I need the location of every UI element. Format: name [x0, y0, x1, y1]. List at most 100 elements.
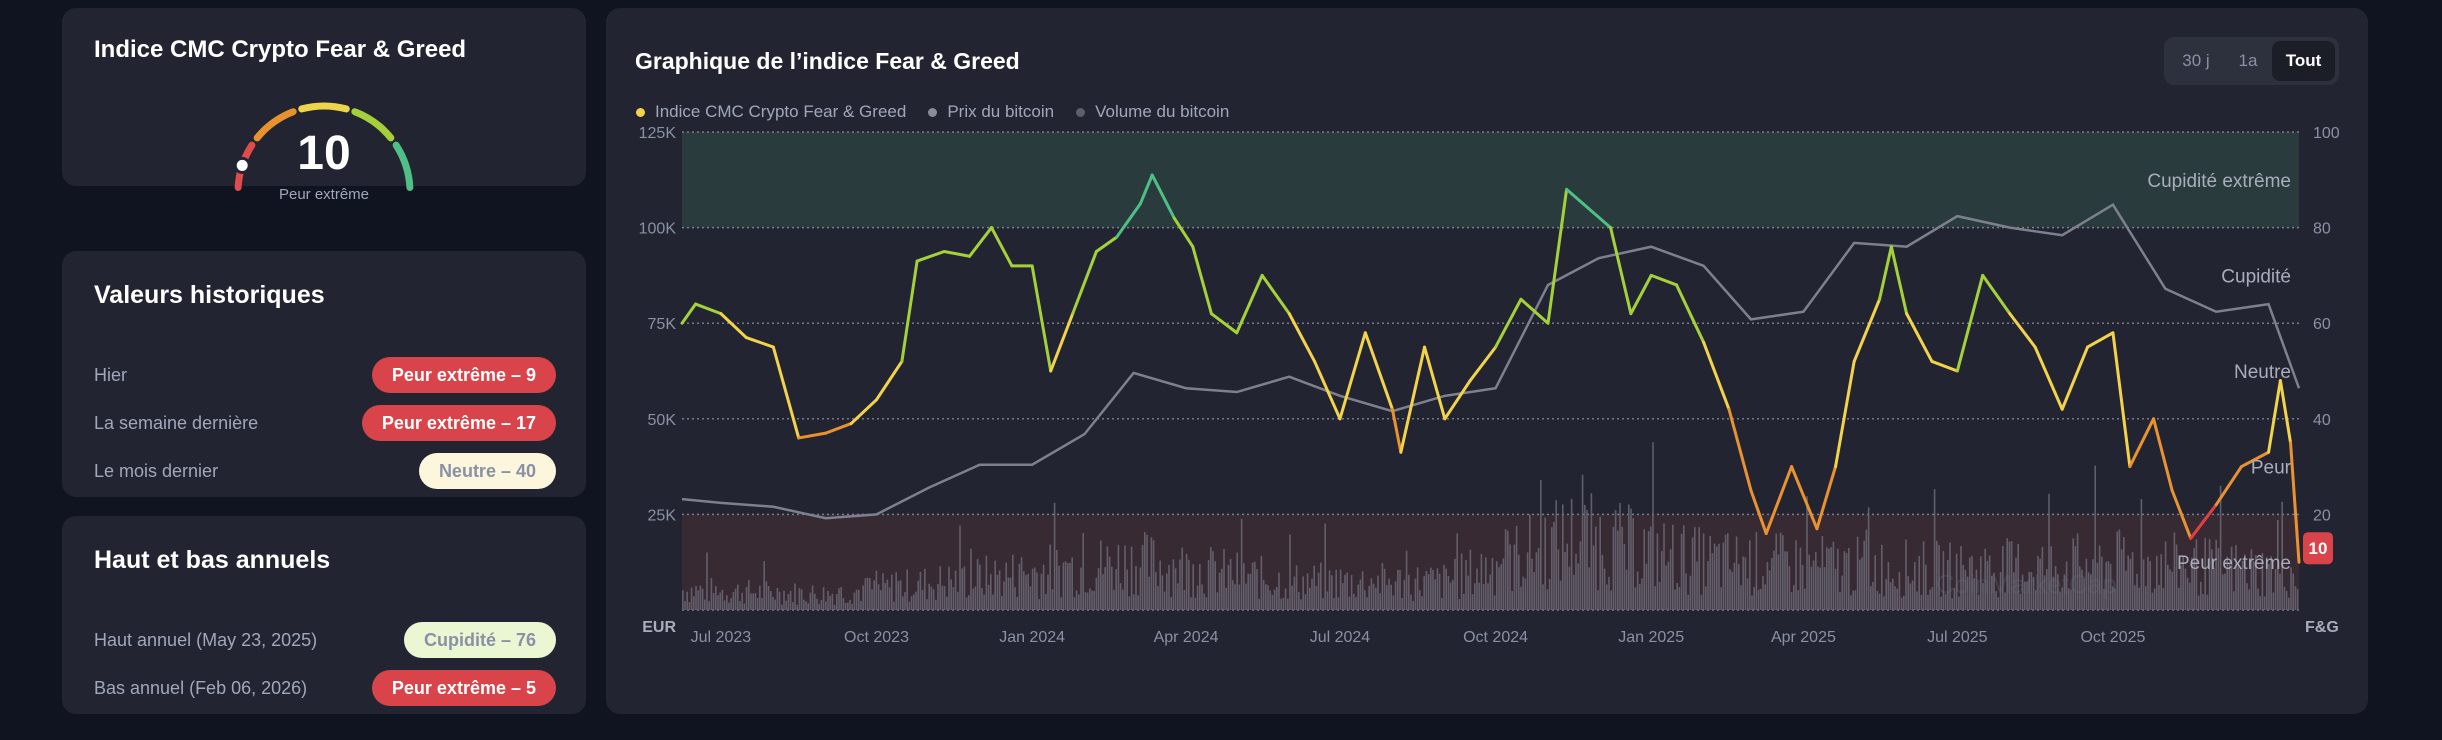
volume-bar [849, 599, 851, 610]
volume-bar [2169, 569, 2171, 610]
volume-bar [2112, 586, 2114, 610]
volume-bar [695, 585, 697, 610]
volume-bar [1361, 571, 1364, 610]
volume-bar [1405, 550, 1408, 610]
volume-bar [829, 595, 831, 610]
volume-bar [1621, 526, 1623, 610]
right-axis-tick: 60 [2313, 316, 2331, 333]
volume-bar [930, 586, 933, 610]
volume-bar [734, 588, 737, 610]
fear-greed-line-segment [2170, 489, 2193, 540]
volume-bar [1606, 584, 1608, 610]
volume-bar [1313, 565, 1315, 610]
volume-bar [1282, 597, 1285, 610]
volume-bar [1889, 582, 1892, 610]
volume-bar [1854, 590, 1857, 610]
volume-bar [974, 586, 977, 610]
volume-bar [2180, 565, 2182, 610]
volume-bar [968, 595, 970, 610]
volume-bar [1051, 589, 1054, 610]
volume-bar [690, 587, 693, 610]
volume-bar [1614, 510, 1617, 610]
volume-bar [921, 589, 924, 610]
legend-item-btc-volume[interactable]: Volume du bitcoin [1076, 102, 1229, 122]
fear-greed-line-segment [2214, 465, 2243, 507]
volume-bar [787, 593, 790, 610]
fear-greed-line-segment [1749, 489, 1768, 536]
volume-bar [1815, 552, 1817, 610]
volume-bar [1049, 544, 1051, 610]
volume-bar [1053, 502, 1056, 610]
volume-bar [1744, 557, 1747, 610]
volume-bar [1828, 548, 1830, 610]
volume-bar [1804, 588, 1806, 610]
volume-bar [1676, 583, 1678, 610]
fear-greed-line-segment [2033, 345, 2064, 411]
volume-bar [2050, 546, 2052, 610]
volume-bar [2197, 595, 2200, 610]
volume-bar [1834, 568, 1837, 610]
volume-bar [2268, 563, 2270, 610]
volume-bar [1797, 590, 1799, 610]
volume-bar [1852, 590, 1854, 610]
volume-bar [737, 584, 739, 610]
volume-bar [1113, 589, 1115, 610]
volume-bar [2296, 589, 2299, 610]
volume-bar [748, 579, 750, 610]
volume-bar [2222, 574, 2224, 610]
volume-bar [1531, 558, 1533, 610]
volume-bar [1014, 587, 1016, 610]
volume-bar [2294, 586, 2297, 610]
legend-item-fear-greed[interactable]: Indice CMC Crypto Fear & Greed [636, 102, 906, 122]
volume-bar [871, 589, 873, 610]
volume-bar [818, 603, 820, 610]
x-axis-tick: Apr 2025 [1771, 629, 1836, 646]
left-axis-tick: 125K [639, 125, 677, 142]
volume-bar [836, 594, 838, 610]
volume-bar [1641, 578, 1643, 610]
volume-bar [2072, 538, 2074, 610]
volume-bar [1771, 558, 1773, 610]
volume-bar [1034, 567, 1036, 610]
volume-bar [2074, 546, 2077, 610]
fear-greed-line-segment [1313, 359, 1342, 421]
volume-bar [1909, 583, 1912, 610]
volume-bar [1454, 558, 1456, 610]
volume-bar [1940, 596, 1942, 610]
volume-bar [1287, 598, 1289, 610]
volume-bar [1091, 590, 1093, 610]
volume-bar [1993, 572, 1995, 610]
volume-bar [1674, 589, 1676, 610]
legend-item-btc-price[interactable]: Prix du bitcoin [928, 102, 1054, 122]
volume-bar [2021, 574, 2024, 610]
volume-bar [697, 590, 699, 610]
volume-bar [1755, 532, 1758, 610]
fear-greed-chart[interactable]: CoinMarketCapCupidité extrêmeCupiditéNeu… [606, 8, 2368, 714]
volume-bar [1515, 525, 1518, 610]
volume-bar [741, 592, 743, 610]
legend-label: Prix du bitcoin [947, 102, 1055, 121]
volume-bar [1447, 575, 1450, 610]
fear-greed-line-segment [2060, 345, 2090, 411]
volume-bar [1938, 545, 1940, 610]
volume-bar [2136, 573, 2138, 610]
volume-bar [1084, 592, 1087, 610]
fear-greed-line-segment [1815, 465, 1838, 531]
volume-bar [1441, 597, 1443, 610]
fear-greed-line-segment [694, 302, 723, 316]
range-button-all[interactable]: Tout [2272, 41, 2335, 81]
range-button-1y[interactable]: 1a [2238, 51, 2258, 70]
volume-bar [776, 587, 779, 610]
range-button-30d[interactable]: 30 j [2182, 51, 2210, 70]
volume-bar [2098, 545, 2101, 610]
volume-bar [1474, 583, 1476, 610]
volume-bar [1218, 572, 1221, 610]
fear-greed-line-segment [1071, 250, 1098, 316]
volume-bar [1599, 516, 1601, 610]
volume-bar [873, 580, 875, 610]
volume-bar [2134, 585, 2136, 610]
volume-bar [730, 598, 732, 610]
volume-bar [869, 578, 871, 610]
volume-bar [2149, 561, 2151, 610]
fear-greed-line-segment [1878, 245, 1893, 301]
